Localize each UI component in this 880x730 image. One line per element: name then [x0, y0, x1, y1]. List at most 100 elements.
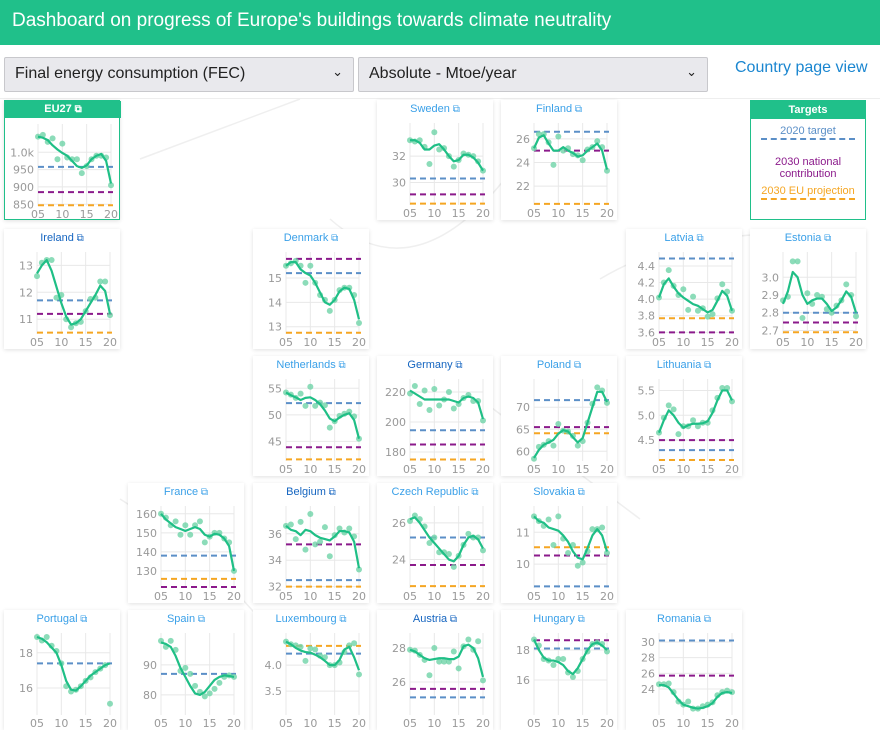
trend-line — [657, 277, 734, 314]
data-point — [336, 525, 343, 532]
chevron-down-icon: ⌄ — [332, 64, 343, 79]
x-tick-label: 10 — [54, 717, 68, 730]
x-tick-label: 10 — [676, 717, 690, 730]
y-tick-label: 1.0k — [10, 146, 34, 159]
unit-select[interactable]: Absolute - Mtoe/year ⌄ — [358, 57, 708, 92]
country-card-lithuania: 05 10 15 20 4.5 5.0 5.5 Lithuania ⧉ — [626, 356, 742, 476]
data-point — [54, 156, 61, 163]
country-link-belgium[interactable]: Belgium ⧉ — [253, 486, 369, 498]
data-point — [441, 658, 448, 665]
trend-line — [533, 639, 608, 676]
y-tick-label: 150 — [136, 527, 157, 540]
x-tick-label: 20 — [600, 717, 614, 730]
data-point — [351, 640, 358, 647]
country-link-sweden[interactable]: Sweden ⧉ — [377, 103, 493, 115]
trend-line — [36, 258, 112, 326]
data-point — [680, 286, 687, 293]
country-link-finland[interactable]: Finland ⧉ — [501, 103, 617, 115]
country-link-slovakia[interactable]: Slovakia ⧉ — [501, 486, 617, 498]
data-point — [307, 510, 314, 517]
x-tick-label: 10 — [178, 590, 192, 603]
x-tick-label: 10 — [54, 336, 68, 349]
data-point — [108, 182, 114, 189]
legend-title: Targets — [751, 101, 865, 119]
data-point — [690, 293, 697, 300]
data-point — [685, 698, 692, 705]
x-tick-label: 05 — [30, 336, 44, 349]
data-point — [814, 292, 821, 298]
external-link-icon: ⧉ — [195, 614, 206, 625]
x-tick-label: 10 — [551, 207, 565, 220]
country-link-romania[interactable]: Romania ⧉ — [626, 613, 742, 625]
country-link-lithuania[interactable]: Lithuania ⧉ — [626, 359, 742, 371]
country-link-latvia[interactable]: Latvia ⧉ — [626, 232, 742, 244]
country-link-france[interactable]: France ⧉ — [128, 486, 244, 498]
y-tick-label: 11 — [19, 313, 33, 326]
y-tick-label: 4.5 — [638, 434, 656, 447]
country-link-luxembourg[interactable]: Luxembourg ⧉ — [253, 613, 369, 625]
country-card-finland: 05 10 15 20 22 24 26 Finland ⧉ — [501, 100, 617, 220]
country-link-czech-republic[interactable]: Czech Republic ⧉ — [377, 486, 493, 498]
data-point — [450, 563, 457, 570]
country-link-denmark[interactable]: Denmark ⧉ — [253, 232, 369, 244]
country-card-netherlands: 05 10 15 20 45 50 55 Netherlands ⧉ — [253, 356, 369, 476]
chart-france: 05 10 15 20 130 140 150 160 — [136, 506, 241, 603]
x-tick-label: 05 — [154, 590, 168, 603]
data-point — [665, 680, 672, 687]
country-link-eu27[interactable]: EU27 ⧉ — [5, 101, 121, 118]
country-name: Slovakia — [533, 486, 575, 498]
y-tick-label: 3.0 — [762, 271, 780, 284]
x-tick-label: 15 — [328, 463, 342, 476]
country-link-netherlands[interactable]: Netherlands ⧉ — [253, 359, 369, 371]
country-name: Czech Republic — [391, 486, 469, 498]
country-card-hungary: 05 10 15 20 16 18 Hungary ⧉ — [501, 610, 617, 730]
country-link-spain[interactable]: Spain ⧉ — [128, 613, 244, 625]
data-point — [450, 648, 457, 655]
data-point — [555, 513, 562, 520]
country-page-view-link[interactable]: Country page view — [735, 59, 868, 76]
y-tick-label: 4.4 — [638, 260, 656, 273]
data-point — [565, 549, 572, 556]
country-link-germany[interactable]: Germany ⧉ — [377, 359, 493, 371]
x-tick-label: 20 — [103, 717, 117, 730]
trend-line — [781, 270, 858, 314]
data-point — [201, 539, 208, 546]
x-tick-label: 05 — [279, 336, 293, 349]
x-tick-label: 10 — [427, 717, 441, 730]
x-tick-label: 20 — [600, 463, 614, 476]
x-tick-label: 15 — [576, 590, 590, 603]
data-point — [535, 131, 542, 138]
x-tick-label: 15 — [576, 207, 590, 220]
data-point — [450, 163, 457, 170]
country-link-hungary[interactable]: Hungary ⧉ — [501, 613, 617, 625]
x-tick-label: 15 — [80, 208, 94, 221]
y-tick-label: 18 — [516, 644, 530, 657]
data-point — [550, 542, 557, 549]
country-name: Denmark — [283, 232, 329, 244]
data-point — [729, 398, 735, 405]
country-name: Finland — [536, 103, 573, 115]
external-link-icon: ⧉ — [335, 360, 346, 371]
country-card-france: 05 10 15 20 130 140 150 160 France ⧉ — [128, 483, 244, 603]
data-point — [665, 267, 672, 274]
x-tick-label: 15 — [328, 717, 342, 730]
country-link-poland[interactable]: Poland ⧉ — [501, 359, 617, 371]
x-tick-label: 20 — [227, 590, 241, 603]
indicator-select[interactable]: Final energy consumption (FEC) ⌄ — [4, 57, 354, 92]
y-tick-label: 13 — [268, 321, 282, 334]
x-tick-label: 10 — [551, 717, 565, 730]
country-link-portugal[interactable]: Portugal ⧉ — [4, 613, 120, 625]
y-tick-label: 30 — [392, 177, 406, 190]
country-link-ireland[interactable]: Ireland ⧉ — [4, 232, 120, 244]
trend-line — [409, 516, 484, 563]
data-point — [670, 406, 677, 413]
data-point — [321, 402, 328, 409]
chart-portugal: 05 10 15 20 16 18 — [19, 633, 117, 730]
y-tick-label: 24 — [392, 554, 406, 567]
country-name: EU27 — [44, 103, 72, 115]
country-link-austria[interactable]: Austria ⧉ — [377, 613, 493, 625]
country-link-estonia[interactable]: Estonia ⧉ — [750, 232, 866, 244]
legend-item-2030-national: 2030 national contribution — [761, 156, 855, 181]
x-tick-label: 20 — [104, 208, 118, 221]
y-tick-label: 60 — [516, 445, 530, 458]
